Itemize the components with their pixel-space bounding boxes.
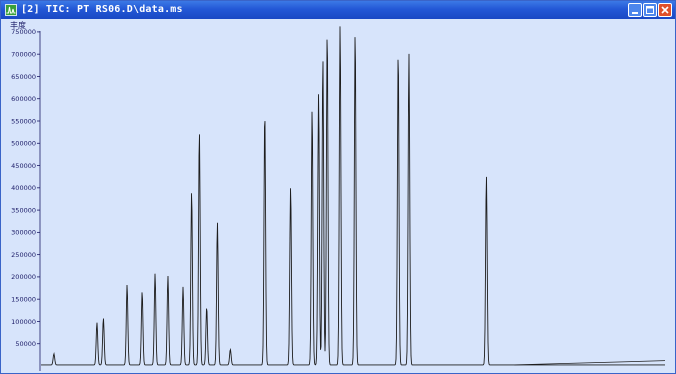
- y-tick-label: 550000: [11, 117, 36, 125]
- y-tick-label: 350000: [11, 206, 36, 214]
- y-tick-label: 500000: [11, 140, 36, 148]
- y-tick-label: 400000: [11, 184, 36, 192]
- y-tick-label: 450000: [11, 162, 36, 170]
- chromatogram-plot[interactable]: 丰度 50000 100000 150000 200000 250000 300000 35…: [1, 19, 675, 373]
- minimize-button[interactable]: [628, 3, 642, 17]
- y-tick-label: 650000: [11, 73, 36, 81]
- title-bar[interactable]: [2] TIC: PT RS06.D\data.ms: [1, 1, 675, 19]
- tic-trace-line: [41, 26, 665, 366]
- chromatogram-icon: [5, 4, 17, 16]
- y-tick-label: 700000: [11, 50, 36, 58]
- maximize-button[interactable]: [643, 3, 657, 17]
- maximize-icon: [646, 6, 654, 14]
- minimize-icon: [632, 12, 638, 14]
- y-tick-label: 750000: [11, 28, 36, 36]
- y-tick-label: 200000: [11, 273, 36, 281]
- y-tick-label: 300000: [11, 229, 36, 237]
- close-button[interactable]: [658, 3, 672, 17]
- y-axis-ticks: 50000 100000 150000 200000 250000 300000 35000…: [11, 28, 40, 348]
- y-tick-label: 100000: [11, 318, 36, 326]
- y-axis-label: 丰度: [10, 21, 26, 30]
- y-tick-label: 50000: [15, 340, 36, 348]
- y-tick-label: 250000: [11, 251, 36, 259]
- window-title: [2] TIC: PT RS06.D\data.ms: [21, 4, 183, 15]
- close-icon: [661, 6, 669, 14]
- baseline-drift-line: [514, 360, 666, 366]
- y-tick-label: 150000: [11, 295, 36, 303]
- chromatogram-chart[interactable]: 50000 100000 150000 200000 250000 300000 35000…: [1, 19, 675, 373]
- y-tick-label: 600000: [11, 95, 36, 103]
